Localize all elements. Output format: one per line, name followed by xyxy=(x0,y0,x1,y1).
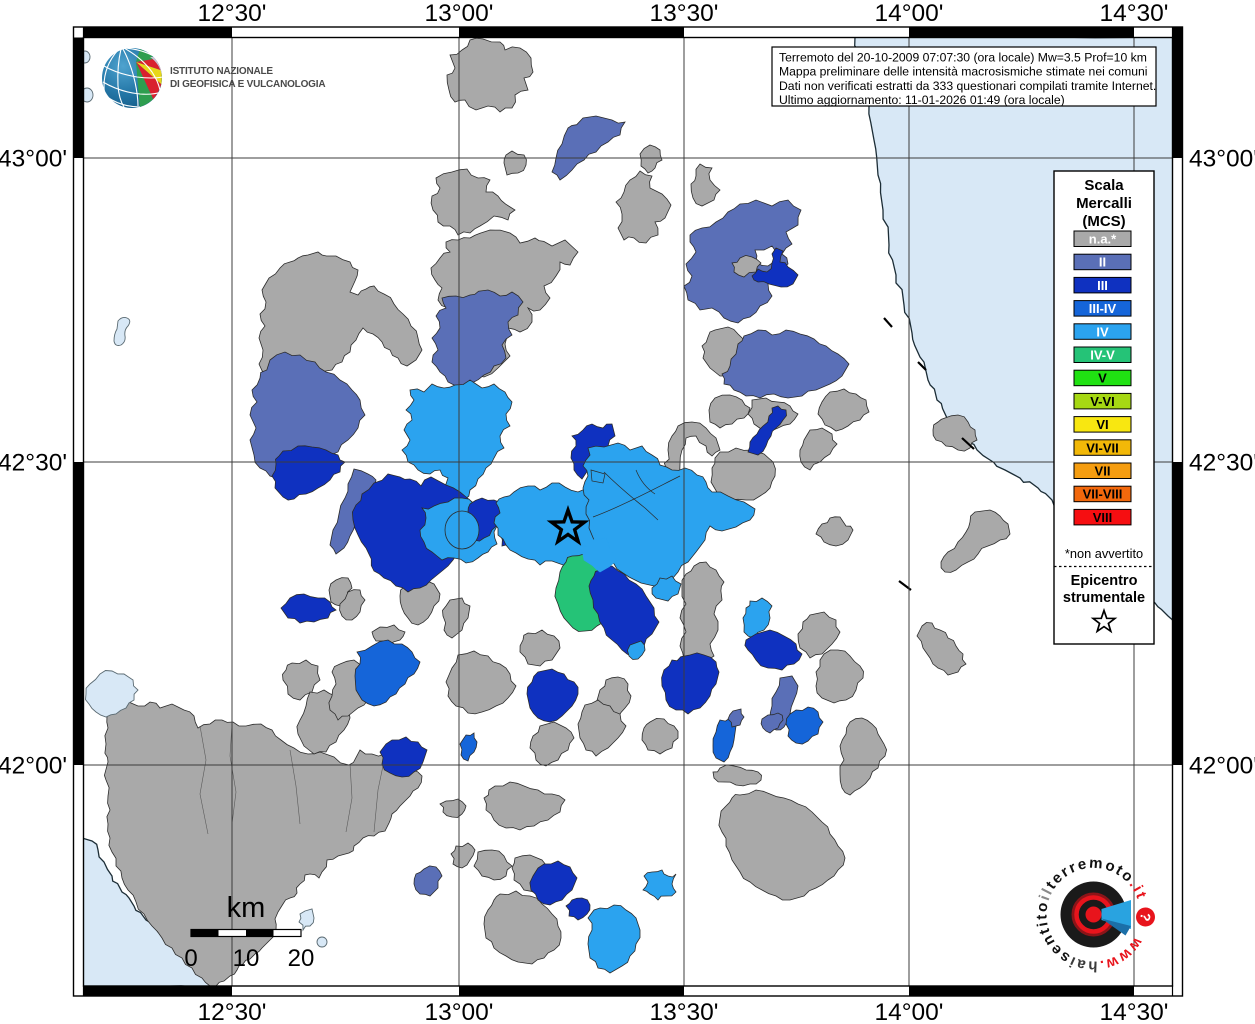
svg-text:Scala: Scala xyxy=(1084,177,1124,194)
svg-text:n.a.*: n.a.* xyxy=(1089,232,1117,247)
svg-text:14°00': 14°00' xyxy=(875,999,944,1024)
svg-text:42°30': 42°30' xyxy=(1189,450,1255,477)
svg-text:13°30': 13°30' xyxy=(650,999,719,1024)
svg-text:VI: VI xyxy=(1096,417,1108,432)
svg-text:0: 0 xyxy=(184,945,197,972)
svg-text:42°00': 42°00' xyxy=(1189,753,1255,780)
svg-text:II: II xyxy=(1099,255,1106,270)
svg-text:42°00': 42°00' xyxy=(0,753,67,780)
svg-text:strumentale: strumentale xyxy=(1063,590,1145,606)
svg-text:Mappa preliminare delle intens: Mappa preliminare delle intensità macros… xyxy=(779,65,1148,79)
svg-text:V: V xyxy=(1098,371,1107,386)
svg-text:Ultimo aggiornamento: 11-01-20: Ultimo aggiornamento: 11-01-2026 01:49 (… xyxy=(779,93,1065,107)
svg-text:42°30': 42°30' xyxy=(0,450,67,477)
svg-text:20: 20 xyxy=(288,945,315,972)
svg-text:III-IV: III-IV xyxy=(1089,301,1117,316)
svg-text:ISTITUTO NAZIONALE: ISTITUTO NAZIONALE xyxy=(170,66,273,77)
svg-text:13°00': 13°00' xyxy=(425,999,494,1024)
svg-text:IV: IV xyxy=(1096,324,1109,339)
svg-text:?: ? xyxy=(1137,911,1154,922)
svg-text:III: III xyxy=(1097,278,1108,293)
svg-text:VI-VII: VI-VII xyxy=(1086,440,1119,455)
svg-text:12°30': 12°30' xyxy=(198,0,267,27)
svg-text:Epicentro: Epicentro xyxy=(1071,573,1138,589)
svg-text:13°00': 13°00' xyxy=(425,0,494,27)
svg-text:V-VI: V-VI xyxy=(1090,394,1115,409)
svg-text:Mercalli: Mercalli xyxy=(1076,195,1132,212)
svg-text:10: 10 xyxy=(233,945,260,972)
svg-text:VII: VII xyxy=(1095,464,1111,479)
svg-text:*non avvertito: *non avvertito xyxy=(1065,546,1143,561)
svg-text:12°30': 12°30' xyxy=(198,999,267,1024)
svg-text:43°00': 43°00' xyxy=(0,146,67,173)
svg-text:43°00': 43°00' xyxy=(1189,146,1255,173)
svg-text:Dati non verificati estratti d: Dati non verificati estratti da 333 ques… xyxy=(779,79,1156,93)
svg-text:13°30': 13°30' xyxy=(650,0,719,27)
svg-text:VII-VIII: VII-VIII xyxy=(1083,487,1123,502)
svg-text:14°30': 14°30' xyxy=(1100,999,1169,1024)
svg-text:14°30': 14°30' xyxy=(1100,0,1169,27)
svg-text:Terremoto del 20-10-2009 07:07: Terremoto del 20-10-2009 07:07:30 (ora l… xyxy=(779,51,1147,65)
svg-text:km: km xyxy=(227,892,266,924)
svg-text:IV-V: IV-V xyxy=(1090,348,1115,363)
svg-text:(MCS): (MCS) xyxy=(1082,213,1125,230)
svg-text:14°00': 14°00' xyxy=(875,0,944,27)
svg-text:VIII: VIII xyxy=(1093,510,1113,525)
svg-text:DI GEOFISICA E VULCANOLOGIA: DI GEOFISICA E VULCANOLOGIA xyxy=(170,79,325,90)
